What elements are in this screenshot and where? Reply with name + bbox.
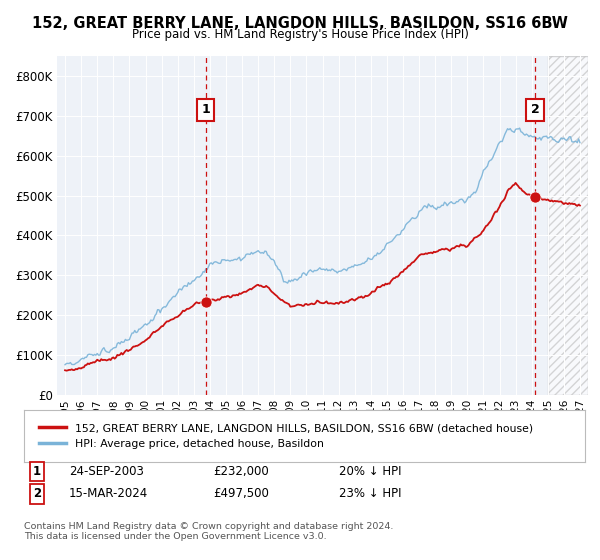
Text: 1: 1 bbox=[33, 465, 41, 478]
Bar bbox=[548, 56, 588, 395]
Text: Price paid vs. HM Land Registry's House Price Index (HPI): Price paid vs. HM Land Registry's House … bbox=[131, 28, 469, 41]
Text: 24-SEP-2003: 24-SEP-2003 bbox=[69, 465, 144, 478]
Text: Contains HM Land Registry data © Crown copyright and database right 2024.
This d: Contains HM Land Registry data © Crown c… bbox=[24, 522, 394, 542]
Text: £497,500: £497,500 bbox=[213, 487, 269, 501]
Text: 20% ↓ HPI: 20% ↓ HPI bbox=[339, 465, 401, 478]
Text: £232,000: £232,000 bbox=[213, 465, 269, 478]
Text: 15-MAR-2024: 15-MAR-2024 bbox=[69, 487, 148, 501]
Text: 2: 2 bbox=[530, 103, 539, 116]
Bar bbox=[548, 56, 588, 395]
Legend: 152, GREAT BERRY LANE, LANGDON HILLS, BASILDON, SS16 6BW (detached house), HPI: : 152, GREAT BERRY LANE, LANGDON HILLS, BA… bbox=[35, 419, 538, 454]
Text: 23% ↓ HPI: 23% ↓ HPI bbox=[339, 487, 401, 501]
Text: 152, GREAT BERRY LANE, LANGDON HILLS, BASILDON, SS16 6BW: 152, GREAT BERRY LANE, LANGDON HILLS, BA… bbox=[32, 16, 568, 31]
Text: 2: 2 bbox=[33, 487, 41, 501]
Text: 1: 1 bbox=[201, 103, 210, 116]
